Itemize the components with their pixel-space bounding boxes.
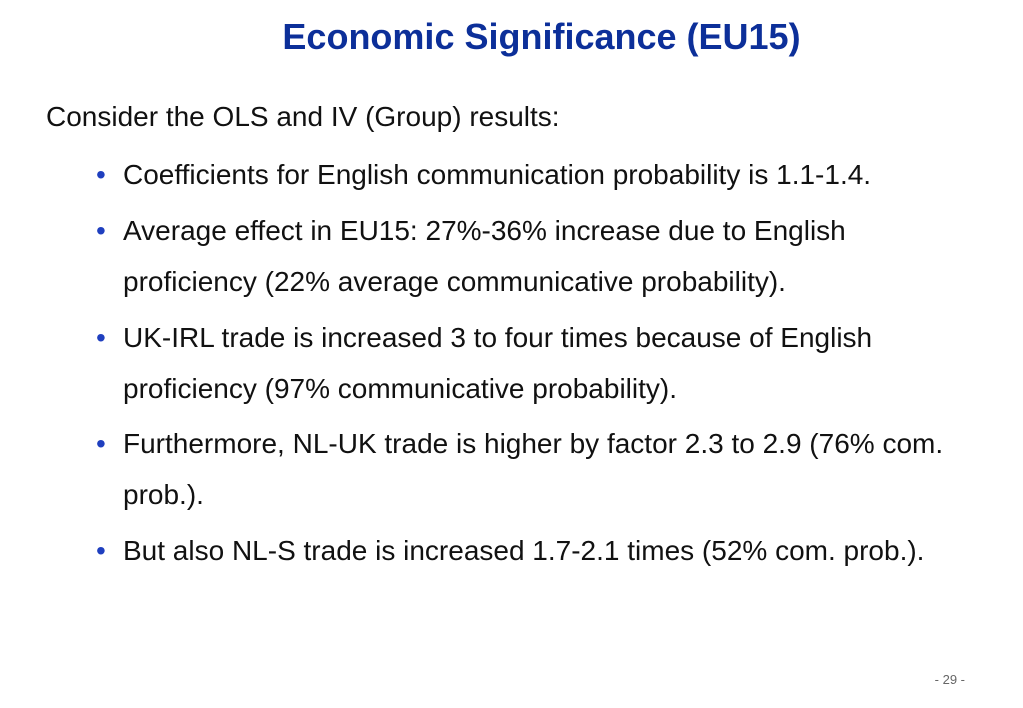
bullet-text: But also NL-S trade is increased 1.7-2.1… [123, 535, 925, 566]
bullet-dot-icon: • [96, 322, 106, 353]
bullet-text: UK-IRL trade is increased 3 to four time… [123, 322, 873, 404]
bullet-text: Coefficients for English communication p… [123, 159, 872, 190]
bullet-dot-icon: • [96, 428, 106, 459]
bullet-dot-icon: • [96, 159, 106, 190]
page-number: - 29 - [934, 672, 965, 687]
intro-text: Consider the OLS and IV (Group) results: [46, 101, 560, 132]
bullet-dot-icon: • [96, 215, 106, 246]
bullet-text: Furthermore, NL-UK trade is higher by fa… [123, 428, 944, 510]
bullet-text: Average effect in EU15: 27%-36% increase… [123, 215, 846, 297]
bullet-dot-icon: • [96, 535, 106, 566]
slide-title: Economic Significance (EU15) [282, 16, 801, 57]
